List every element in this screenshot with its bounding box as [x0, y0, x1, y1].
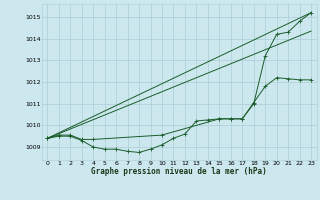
X-axis label: Graphe pression niveau de la mer (hPa): Graphe pression niveau de la mer (hPa)	[91, 167, 267, 176]
